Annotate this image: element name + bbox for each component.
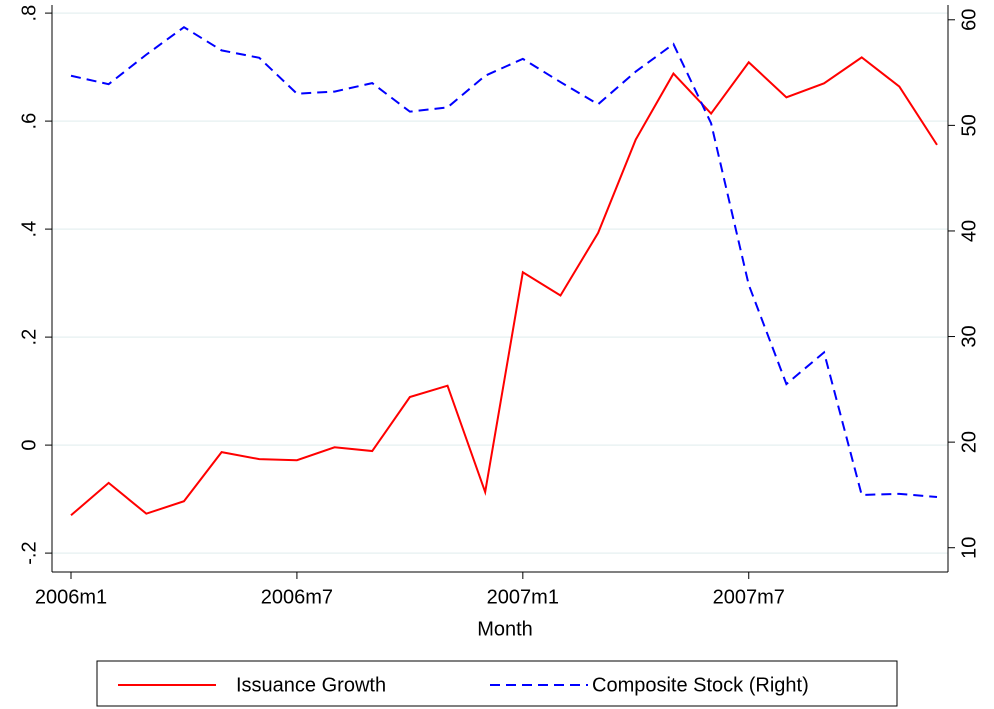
y2-tick-label: 30 [958,325,980,347]
legend-label: Issuance Growth [236,674,386,696]
legend-box [96,660,898,707]
series-line [70,56,938,517]
y2-tick-label: 50 [958,114,980,136]
y2-tick-label: 20 [958,431,980,453]
y-tick-label: -.2 [18,541,40,564]
x-tick-label: 2007m7 [713,586,785,608]
x-tick-label: 2006m1 [35,586,107,608]
x-tick-label: 2006m7 [261,586,333,608]
y2-tick-label: 60 [958,9,980,31]
y2-tick-label: 10 [958,537,980,559]
y-tick-label: .6 [18,113,40,130]
y-tick-label: .2 [18,329,40,346]
y-tick-label: .4 [18,221,40,238]
y-tick-label: .8 [18,5,40,22]
series-line [70,25,938,499]
legend-label: Composite Stock (Right) [592,674,809,696]
y2-tick-label: 40 [958,220,980,242]
y-tick-label: 0 [18,440,40,451]
x-axis-label: Month [477,618,533,640]
x-tick-label: 2007m1 [487,586,559,608]
